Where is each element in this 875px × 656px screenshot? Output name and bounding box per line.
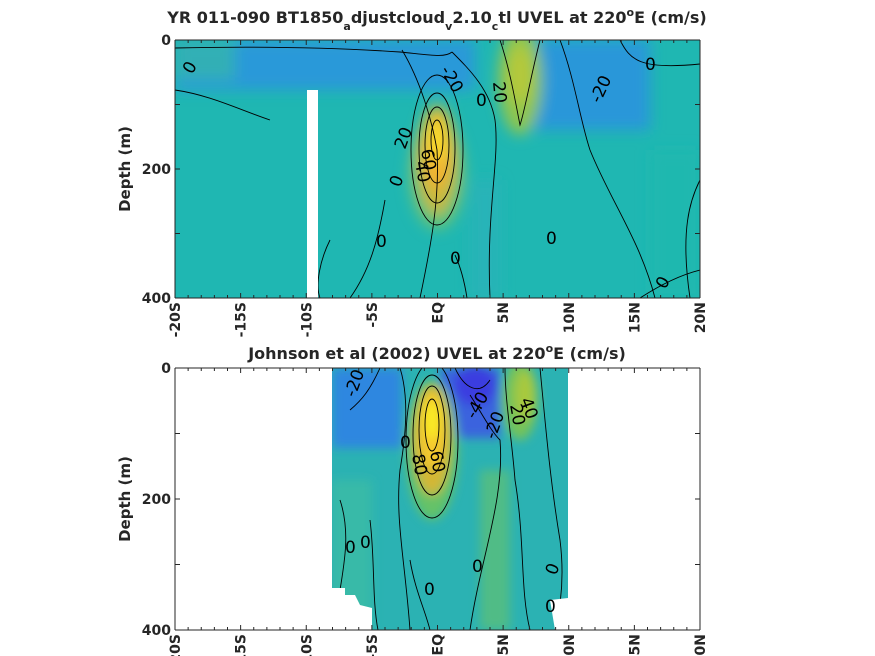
- contour-label: 0: [472, 557, 483, 577]
- contour-label: 0: [476, 91, 487, 111]
- bottom-x-tick-label: 20N: [693, 634, 709, 656]
- top-y-tick-label: 0: [161, 33, 171, 49]
- bottom-x-tick-label: EQ: [431, 634, 447, 656]
- top-x-tick-label: 10N: [562, 302, 578, 333]
- contour-label: 60: [425, 449, 448, 474]
- top-x-tick-label: 5N: [496, 302, 512, 323]
- bottom-x-tick-label: -20S: [168, 634, 184, 656]
- contour-label: 0: [360, 533, 371, 553]
- bottom-chart: Johnson et al (2002) UVEL at 220oE (cm/s…: [116, 342, 709, 656]
- top-contours: [175, 40, 700, 298]
- contour-label: 0: [400, 433, 411, 453]
- bottom-x-tick-label: -5S: [365, 634, 381, 656]
- contour-label: 0: [545, 597, 556, 617]
- top-y-tick-label: 200: [142, 162, 171, 178]
- top-x-tick-label: 15N: [627, 302, 643, 333]
- bottom-x-tick-label: 15N: [627, 634, 643, 656]
- contour-label: 0: [645, 55, 656, 75]
- contour-label: 60: [416, 147, 439, 172]
- bottom-chart-title: Johnson et al (2002) UVEL at 220oE (cm/s…: [247, 342, 626, 363]
- bottom-y-axis-label: Depth (m): [116, 456, 134, 542]
- top-x-tick-label: 20N: [693, 302, 709, 333]
- contour-label: 80: [407, 452, 430, 477]
- bottom-x-tick-label: -15S: [234, 634, 250, 656]
- top-velocity-field: [175, 40, 700, 298]
- bottom-x-tick-label: -10S: [299, 634, 315, 656]
- top-y-axis-label: Depth (m): [116, 126, 134, 212]
- bottom-contours: [339, 368, 563, 630]
- contour-label: 0: [345, 538, 356, 558]
- bottom-y-tick-label: 400: [142, 623, 171, 639]
- contour-label: 0: [376, 232, 387, 252]
- top-chart-title: YR 011-090 BT1850adjustcloudv2.10ctl UVE…: [166, 6, 706, 33]
- bottom-velocity-field: [332, 368, 568, 630]
- top-x-axis-ticks: -20S -15S -10S -5S EQ 5N 10N 15N 20N: [168, 40, 709, 337]
- contour-label: 20: [488, 81, 510, 104]
- bottom-x-tick-label: 5N: [496, 634, 512, 655]
- bottom-x-axis-ticks: -20S -15S -10S -5S EQ 5N 10N 15N 20N: [168, 368, 709, 656]
- top-x-tick-label: -20S: [168, 302, 184, 337]
- bottom-mask-edge: [332, 588, 372, 630]
- bottom-y-tick-label: 0: [161, 361, 171, 377]
- contour-label: 20: [505, 402, 528, 427]
- contour-label: 0: [424, 580, 435, 600]
- contour-label: 0: [450, 249, 461, 269]
- top-x-tick-label: -5S: [365, 302, 381, 328]
- top-masked-column: [307, 90, 318, 298]
- top-x-tick-label: -10S: [299, 302, 315, 337]
- bottom-y-tick-label: 200: [142, 492, 171, 508]
- contour-label: 40: [410, 159, 433, 184]
- top-y-tick-label: 400: [142, 291, 171, 307]
- contour-label: 0: [546, 229, 557, 249]
- top-x-tick-label: EQ: [431, 302, 447, 324]
- top-chart: YR 011-090 BT1850adjustcloudv2.10ctl UVE…: [116, 6, 709, 337]
- top-x-tick-label: -15S: [234, 302, 250, 337]
- bottom-x-tick-label: 10N: [562, 634, 578, 656]
